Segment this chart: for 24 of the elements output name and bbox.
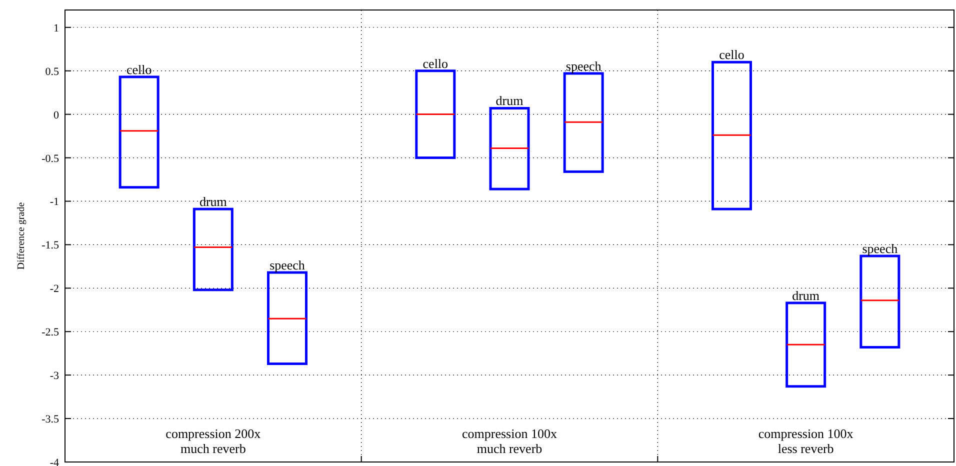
y-axis-title: Difference grade [16,202,27,270]
x-tick-label: speech [862,240,898,256]
y-tick-label: -3.5 [42,414,60,426]
annotation: compression 100x much reverb [462,426,558,456]
x-tick-label: cello [719,47,744,62]
x-tick-label: drum [496,93,524,108]
y-tick-label: -1 [50,196,59,208]
y-tick-label: -4 [50,457,60,466]
y-tick-label: 1 [54,22,59,34]
y-tick-label: 0 [54,109,60,122]
y-tick-label: -3 [50,370,60,382]
x-tick-label: cello [126,62,152,77]
x-tick-label: cello [422,56,448,71]
annotation: compression 200x much reverb [166,426,262,456]
x-tick-label: drum [199,194,227,210]
x-tick-label: speech [270,258,306,273]
y-tick-label: -2 [50,283,59,296]
annotation: compression 100x less reverb [758,426,854,456]
y-tick-label: -2.5 [42,326,60,339]
y-tick-label: 0.5 [45,66,60,78]
y-tick-label: -0.5 [42,152,60,165]
y-tick-label: -1.5 [42,240,60,252]
x-tick-label: drum [792,288,820,303]
x-tick-label: speech [566,58,602,74]
